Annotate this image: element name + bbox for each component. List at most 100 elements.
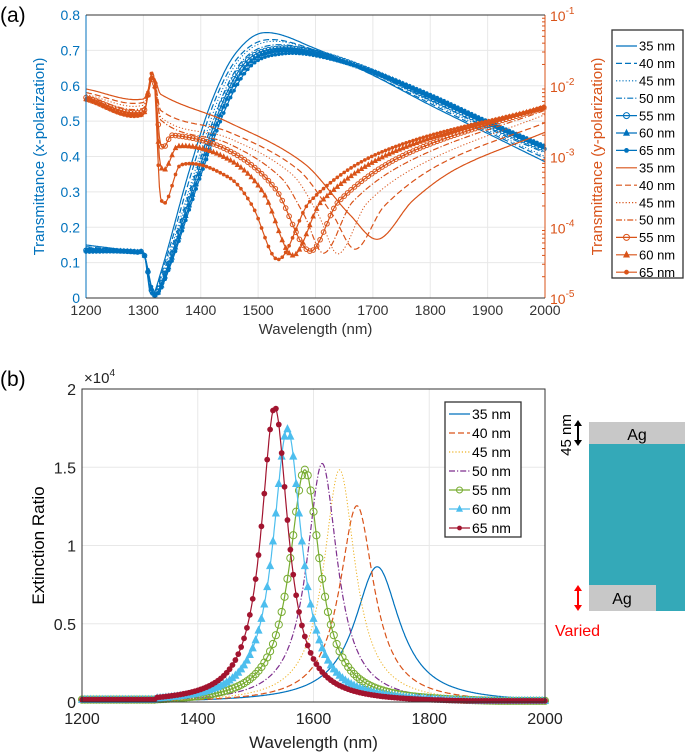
x-tick-label: 2000 bbox=[529, 302, 560, 318]
series-marker bbox=[200, 145, 206, 151]
chart-a: 1200 1300 1400 1500 1600 1700 1800 1900 2000 0 0.1… bbox=[31, 6, 684, 338]
series-marker bbox=[511, 113, 515, 117]
series-marker bbox=[180, 228, 185, 233]
series-marker bbox=[265, 177, 272, 184]
series-marker bbox=[452, 103, 457, 108]
series-marker bbox=[383, 74, 388, 78]
x-axis-title: Wavelength (nm) bbox=[259, 321, 373, 338]
y-tick-label: 0.5 bbox=[54, 617, 76, 634]
tick-exponent: -3 bbox=[566, 148, 575, 159]
series-marker bbox=[211, 167, 216, 172]
series-marker bbox=[149, 284, 154, 289]
series-marker bbox=[173, 249, 178, 254]
x-tick-label: 1200 bbox=[70, 302, 101, 318]
series-marker bbox=[232, 657, 239, 663]
series-marker bbox=[183, 218, 188, 223]
series-marker bbox=[226, 666, 233, 673]
series-marker bbox=[294, 508, 304, 517]
series-marker bbox=[197, 162, 202, 167]
series-marker bbox=[363, 158, 367, 162]
series-marker bbox=[239, 186, 243, 191]
legend: 35 nm 40 nm 45 nm 50 nm 55 nm 60 nm 65 nm bbox=[444, 401, 522, 538]
series-marker bbox=[327, 212, 334, 219]
series-marker bbox=[218, 119, 223, 124]
series-line bbox=[86, 76, 545, 254]
series-marker bbox=[337, 180, 344, 187]
series-marker bbox=[245, 649, 254, 659]
series-marker bbox=[387, 147, 391, 151]
legend-entry-label: 65 nm bbox=[639, 265, 675, 280]
series-marker bbox=[521, 134, 526, 139]
series-marker bbox=[309, 507, 318, 516]
series-marker bbox=[331, 205, 337, 212]
series-marker bbox=[414, 86, 419, 91]
series-marker bbox=[376, 71, 381, 76]
series-marker bbox=[91, 250, 95, 254]
series-marker bbox=[480, 120, 484, 125]
left-y-axis-title: Transmittance (x-polarization) bbox=[31, 58, 48, 256]
series-marker bbox=[217, 111, 224, 118]
series-marker bbox=[420, 143, 427, 150]
series-marker bbox=[462, 108, 467, 113]
series-marker bbox=[221, 111, 226, 115]
series-marker bbox=[301, 51, 305, 56]
series-marker bbox=[158, 143, 165, 150]
series-marker bbox=[165, 160, 172, 166]
series-marker bbox=[282, 244, 289, 250]
series-marker bbox=[163, 277, 168, 282]
multiplier-exponent: 4 bbox=[109, 368, 115, 379]
series-marker bbox=[332, 639, 341, 649]
series-marker bbox=[183, 142, 189, 149]
series-marker bbox=[393, 144, 398, 149]
series-marker bbox=[187, 207, 192, 212]
series-marker bbox=[531, 108, 536, 112]
series-marker bbox=[132, 249, 137, 254]
series-marker bbox=[476, 121, 481, 125]
tick-base: 10 bbox=[550, 150, 566, 166]
series-marker bbox=[274, 620, 283, 629]
series-marker bbox=[497, 116, 501, 121]
right-y-axis-title: Transmittance (y-polarization) bbox=[589, 58, 606, 256]
series-marker bbox=[245, 61, 251, 67]
series-marker bbox=[229, 662, 236, 668]
series-marker bbox=[194, 162, 198, 166]
series-marker bbox=[473, 113, 477, 118]
series-marker bbox=[214, 120, 220, 127]
series-marker bbox=[309, 613, 318, 622]
series-marker bbox=[427, 141, 434, 147]
series-marker bbox=[118, 249, 123, 254]
series-line bbox=[86, 76, 545, 250]
series-marker bbox=[227, 87, 234, 94]
series-marker bbox=[306, 248, 313, 254]
series-marker bbox=[265, 199, 272, 205]
series-marker bbox=[276, 52, 281, 57]
series-marker bbox=[231, 81, 237, 87]
series-marker bbox=[300, 239, 306, 245]
series-marker bbox=[283, 424, 292, 433]
series-marker bbox=[166, 268, 171, 273]
series-marker bbox=[197, 176, 202, 181]
series-marker bbox=[162, 143, 168, 149]
legend-marker bbox=[624, 269, 629, 275]
series-marker bbox=[310, 656, 317, 662]
series-marker bbox=[303, 471, 312, 480]
series-marker bbox=[91, 100, 95, 105]
series-marker bbox=[153, 292, 157, 297]
series-marker bbox=[125, 113, 130, 118]
series-marker bbox=[524, 109, 529, 114]
series-marker bbox=[296, 246, 303, 252]
series-marker bbox=[304, 52, 309, 57]
series-marker bbox=[445, 128, 450, 133]
series-marker bbox=[283, 250, 288, 255]
series-marker bbox=[172, 132, 179, 139]
series-marker bbox=[318, 54, 322, 59]
series-marker bbox=[307, 52, 312, 57]
series-marker bbox=[259, 226, 264, 230]
series-marker bbox=[283, 574, 292, 583]
series-marker bbox=[386, 150, 392, 157]
legend-entry-label: 50 nm bbox=[639, 213, 675, 228]
series-marker bbox=[221, 172, 226, 177]
series-marker bbox=[234, 75, 241, 81]
series-marker bbox=[297, 51, 302, 56]
series-marker bbox=[101, 104, 106, 109]
